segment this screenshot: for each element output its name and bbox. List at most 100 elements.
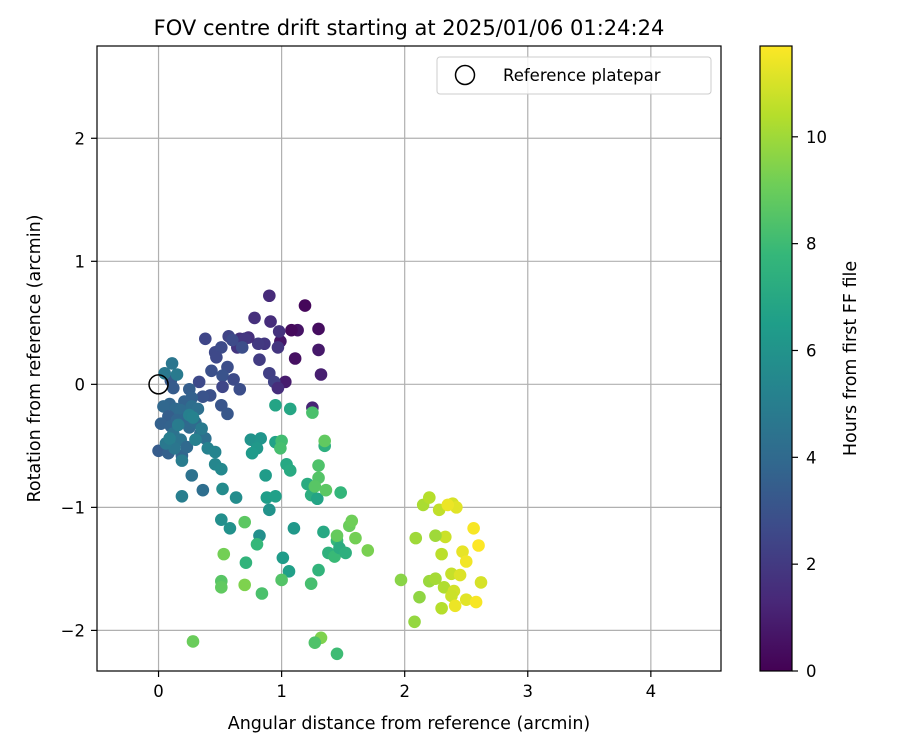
- data-point: [208, 445, 222, 459]
- data-point: [233, 382, 247, 396]
- data-point: [235, 341, 249, 354]
- data-point: [339, 546, 352, 560]
- colorbar: 0 2 4 6 8 10 Hours from first FF file: [759, 45, 861, 681]
- data-point: [311, 492, 324, 506]
- data-point: [312, 563, 325, 577]
- data-point: [271, 341, 285, 354]
- data-point: [205, 364, 218, 378]
- colorbar-ticks: 0 2 4 6 8 10: [792, 128, 827, 681]
- data-point: [248, 311, 261, 325]
- data-point: [196, 483, 210, 497]
- data-point: [215, 341, 228, 354]
- data-points: [152, 289, 488, 661]
- data-point: [238, 578, 251, 592]
- data-point: [216, 369, 229, 383]
- colorbar-tick-label: 8: [806, 235, 817, 254]
- x-tick-label: 4: [646, 682, 657, 701]
- data-point: [275, 573, 288, 587]
- plot-frame: [96, 45, 722, 672]
- data-point: [245, 446, 259, 460]
- data-point: [163, 432, 176, 445]
- data-point: [285, 323, 298, 337]
- legend-label: Reference platepar: [503, 66, 661, 85]
- data-point: [435, 547, 448, 561]
- data-point: [439, 530, 452, 544]
- data-point: [264, 315, 277, 328]
- colorbar-label: Hours from first FF file: [841, 261, 861, 456]
- data-point: [223, 521, 237, 535]
- data-point: [330, 647, 344, 661]
- data-point: [195, 422, 208, 435]
- data-point: [215, 462, 228, 476]
- data-point: [453, 568, 467, 582]
- data-point: [456, 545, 469, 558]
- data-point: [157, 400, 170, 413]
- data-point: [239, 556, 253, 570]
- data-point: [435, 601, 448, 615]
- colorbar-tick-label: 6: [806, 341, 817, 360]
- data-point: [408, 615, 421, 629]
- data-point: [304, 577, 318, 590]
- data-point: [319, 483, 333, 497]
- y-tick-label: 1: [75, 252, 86, 271]
- data-point: [445, 589, 458, 603]
- data-point: [175, 490, 189, 503]
- data-point: [189, 433, 202, 447]
- data-point: [283, 402, 297, 416]
- data-point: [472, 539, 485, 552]
- colorbar-tick-label: 0: [806, 662, 817, 681]
- data-point: [459, 593, 473, 606]
- data-point: [170, 368, 184, 381]
- x-tick-label: 0: [153, 682, 164, 701]
- data-point: [210, 350, 223, 364]
- data-point: [312, 322, 325, 336]
- data-point: [167, 381, 180, 395]
- data-point: [298, 299, 312, 312]
- data-point: [334, 486, 347, 499]
- colorbar-tick-label: 4: [806, 448, 817, 467]
- grid: [97, 46, 721, 671]
- data-point: [308, 636, 322, 649]
- data-point: [185, 469, 199, 482]
- legend: Reference platepar: [436, 56, 712, 95]
- data-point: [226, 333, 239, 347]
- data-point: [312, 343, 325, 357]
- data-point: [154, 417, 168, 431]
- data-point: [269, 398, 282, 412]
- data-point: [467, 521, 480, 535]
- data-point: [345, 514, 359, 528]
- data-point: [216, 482, 229, 496]
- data-point: [215, 581, 228, 594]
- data-point: [192, 375, 206, 389]
- data-point: [175, 454, 189, 467]
- data-point: [171, 418, 185, 432]
- data-point: [306, 406, 319, 419]
- data-point: [429, 529, 442, 542]
- x-tick-label: 1: [276, 682, 287, 701]
- y-tick-label: 0: [75, 375, 86, 394]
- data-point: [448, 599, 462, 613]
- data-point: [469, 595, 483, 609]
- data-point: [459, 555, 473, 568]
- data-point: [217, 547, 231, 561]
- data-point: [288, 352, 302, 365]
- data-point: [271, 381, 285, 395]
- legend-marker-icon: [454, 64, 476, 86]
- data-point: [216, 380, 229, 394]
- colorbar-gradient: [760, 46, 792, 671]
- data-point: [287, 521, 301, 535]
- x-tick-label: 2: [399, 682, 410, 701]
- colorbar-frame: [759, 45, 793, 672]
- reference-marker: [148, 374, 169, 395]
- data-point: [429, 572, 442, 586]
- data-point: [413, 590, 426, 604]
- data-point: [229, 491, 243, 504]
- data-point: [317, 525, 330, 539]
- data-point: [282, 565, 296, 578]
- data-point: [199, 332, 212, 346]
- colorbar-tick-label: 10: [806, 128, 827, 147]
- data-point: [186, 635, 200, 648]
- x-axis-label: Angular distance from reference (arcmin): [228, 714, 591, 734]
- data-point: [276, 551, 290, 565]
